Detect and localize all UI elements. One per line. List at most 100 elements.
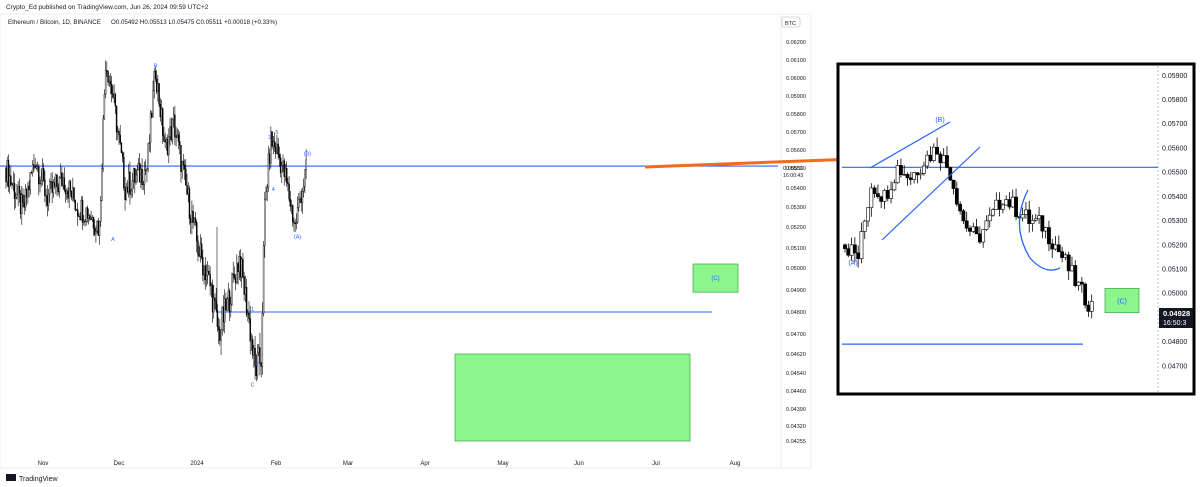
- inset-wave-labels: (A) (B): [848, 117, 944, 267]
- candle: [282, 154, 284, 172]
- candle: [40, 168, 42, 187]
- candle: [251, 335, 254, 359]
- candle: [17, 181, 19, 207]
- candle: [113, 84, 115, 104]
- candle: [106, 61, 108, 77]
- candle: [70, 190, 73, 201]
- candle: [250, 333, 253, 351]
- inset-price-tick-label: 0.04700: [1162, 363, 1187, 370]
- candle: [36, 161, 39, 172]
- candle: [305, 149, 307, 179]
- candle: [112, 85, 114, 99]
- inset-candle: [974, 218, 979, 235]
- candle: [58, 175, 61, 198]
- candle: [233, 266, 236, 281]
- candle: [256, 344, 259, 380]
- inset-candle: [1047, 220, 1051, 252]
- candle: [131, 172, 134, 198]
- candle: [276, 134, 278, 155]
- price-tick-label: 0.05200: [786, 225, 806, 231]
- wave-label: 1: [251, 307, 254, 313]
- time-tick-label: Mar: [343, 461, 353, 467]
- candle: [62, 172, 64, 190]
- candle: [28, 180, 30, 198]
- inset-price-tick-label: 0.05000: [1162, 291, 1187, 298]
- candle: [142, 180, 144, 191]
- candle: [159, 98, 162, 122]
- candle: [205, 264, 208, 287]
- candle: [219, 318, 221, 346]
- currency-badge-label[interactable]: BTC: [785, 21, 796, 27]
- wave-label: 4: [272, 187, 275, 193]
- candle: [261, 302, 264, 375]
- inset-candle: [892, 179, 897, 192]
- inset-candles: [843, 137, 1094, 319]
- price-tick-label: 0.05400: [786, 186, 806, 192]
- candle: [198, 246, 200, 258]
- candle: [304, 169, 306, 194]
- candle: [45, 188, 47, 208]
- candle: [183, 159, 186, 180]
- candle: [136, 164, 138, 183]
- candle: [141, 158, 143, 191]
- inset-chart-frame: [836, 62, 1196, 396]
- wave-label: 5: [275, 130, 278, 136]
- candle: [114, 92, 117, 115]
- candle: [287, 177, 289, 192]
- price-tick-label: 0.05800: [786, 112, 806, 118]
- inset-candle: [869, 183, 874, 217]
- candle: [300, 189, 302, 212]
- candle: [128, 163, 130, 198]
- candle: [29, 172, 31, 195]
- candle: [57, 183, 59, 196]
- candle: [278, 146, 281, 167]
- candle: [174, 105, 176, 146]
- main-price-axis: 0.06200 0.06100 0.06000 0.05900 0.05800 0.057…: [786, 40, 806, 445]
- current-price-label: 0.05511: [783, 166, 804, 172]
- candle: [217, 317, 220, 344]
- candle: [87, 208, 90, 225]
- candle: [153, 68, 155, 99]
- price-tick-label: 0.06000: [786, 76, 806, 82]
- price-tick-label: 0.05500: [786, 166, 806, 172]
- candle: [108, 75, 110, 88]
- inset-candle: [862, 219, 867, 239]
- candle: [192, 204, 194, 229]
- inset-candle: [922, 161, 926, 176]
- candle: [238, 250, 240, 281]
- candle: [107, 70, 109, 87]
- tradingview-logo: [6, 474, 16, 481]
- main-chart-frame: [0, 13, 812, 469]
- candle: [84, 218, 86, 227]
- zone-label: (C): [711, 276, 719, 282]
- candle: [211, 279, 214, 323]
- inset-candle: [1000, 203, 1005, 214]
- time-tick-label: Apr: [420, 461, 429, 467]
- candle: [30, 170, 33, 175]
- candle: [81, 195, 84, 230]
- currency-badge[interactable]: [781, 16, 801, 28]
- candle: [180, 145, 182, 183]
- price-tick-label: 0.05900: [786, 94, 806, 100]
- candle: [154, 66, 157, 83]
- candle: [90, 210, 92, 220]
- time-tick-label: Aug: [730, 461, 741, 467]
- candle: [22, 188, 24, 208]
- inset-candle: [945, 146, 949, 169]
- candle: [176, 128, 179, 138]
- inset-price-tick-label: 0.05100: [1162, 267, 1187, 274]
- candle: [295, 213, 298, 230]
- candle: [49, 178, 51, 203]
- candle: [298, 193, 300, 212]
- candle: [25, 187, 28, 206]
- inset-candle: [1066, 251, 1071, 280]
- candle: [203, 265, 205, 285]
- time-tick-label: Dec: [114, 461, 125, 467]
- time-tick-label: 2024: [190, 461, 204, 467]
- candle: [228, 288, 231, 322]
- candle: [164, 132, 166, 149]
- wave-label: B: [154, 63, 158, 69]
- candle: [187, 182, 189, 203]
- candle: [285, 161, 288, 187]
- candle: [117, 125, 119, 141]
